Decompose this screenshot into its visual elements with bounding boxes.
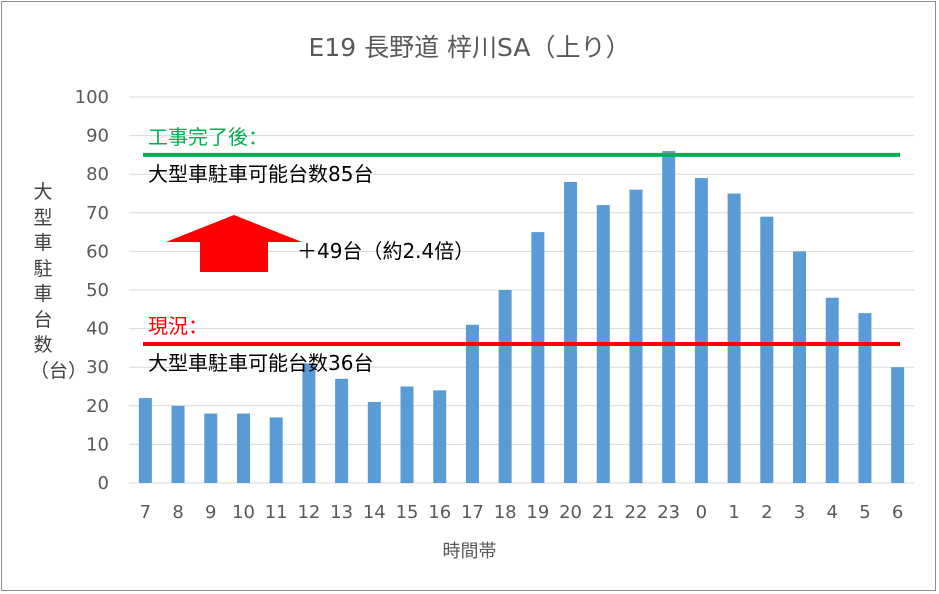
bar bbox=[825, 297, 839, 483]
bar bbox=[171, 405, 185, 483]
x-tick-label: 0 bbox=[696, 502, 707, 523]
y-tick-label: 0 bbox=[98, 473, 109, 494]
bar bbox=[204, 413, 218, 483]
y-tick-label: 100 bbox=[75, 87, 109, 108]
y-tick-label: 60 bbox=[86, 241, 109, 262]
x-tick-label: 8 bbox=[172, 502, 183, 523]
x-tick-label: 9 bbox=[205, 502, 216, 523]
y-tick-label: 70 bbox=[86, 203, 109, 224]
x-tick-label: 11 bbox=[265, 502, 288, 523]
bar bbox=[629, 189, 643, 483]
x-tick-label: 5 bbox=[859, 502, 870, 523]
x-tick-label: 13 bbox=[330, 502, 353, 523]
x-tick-label: 1 bbox=[728, 502, 739, 523]
increase-arrow-icon bbox=[166, 215, 302, 272]
bar bbox=[891, 367, 905, 483]
x-tick-label: 21 bbox=[592, 502, 615, 523]
bar bbox=[531, 232, 545, 483]
x-tick-label: 6 bbox=[892, 502, 903, 523]
x-tick-label: 2 bbox=[761, 502, 772, 523]
y-tick-label: 80 bbox=[86, 164, 109, 185]
x-tick-label: 7 bbox=[140, 502, 151, 523]
chart-title: E19 長野道 梓川SA（上り） bbox=[308, 33, 631, 62]
reference-line-heading: 現況： bbox=[148, 314, 208, 338]
bar bbox=[433, 390, 447, 483]
bar bbox=[400, 386, 414, 483]
bar bbox=[564, 181, 578, 484]
bar bbox=[269, 417, 283, 483]
reference-line-label: 大型車駐車可能台数36台 bbox=[148, 351, 373, 375]
bar bbox=[727, 193, 741, 483]
x-tick-label: 23 bbox=[657, 502, 680, 523]
x-tick-label: 22 bbox=[625, 502, 648, 523]
y-tick-label: 90 bbox=[86, 126, 109, 147]
x-axis-label: 時間帯 bbox=[442, 541, 497, 562]
increase-annotation: ＋49台（約2.4倍） bbox=[297, 239, 474, 263]
reference-line-heading: 工事完了後： bbox=[148, 125, 268, 149]
y-tick-label: 50 bbox=[86, 280, 109, 301]
bar bbox=[694, 178, 708, 483]
y-tick-label: 20 bbox=[86, 396, 109, 417]
bar bbox=[793, 251, 807, 483]
reference-line-label: 大型車駐車可能台数85台 bbox=[148, 162, 373, 186]
bar bbox=[236, 413, 250, 483]
x-tick-label: 10 bbox=[232, 502, 255, 523]
bar bbox=[662, 151, 676, 484]
bar bbox=[858, 313, 872, 483]
bar bbox=[465, 324, 479, 483]
bar bbox=[138, 398, 152, 483]
bar bbox=[302, 363, 316, 483]
x-tick-label: 15 bbox=[396, 502, 419, 523]
x-tick-label: 14 bbox=[363, 502, 386, 523]
bar bbox=[335, 378, 349, 483]
x-tick-label: 17 bbox=[461, 502, 484, 523]
x-tick-label: 16 bbox=[428, 502, 451, 523]
y-tick-label: 40 bbox=[86, 319, 109, 340]
x-tick-label: 3 bbox=[794, 502, 805, 523]
bar bbox=[498, 290, 512, 483]
x-tick-label: 12 bbox=[297, 502, 320, 523]
bar bbox=[760, 216, 774, 483]
bar bbox=[367, 401, 381, 483]
y-tick-label: 30 bbox=[86, 357, 109, 378]
x-tick-label: 20 bbox=[559, 502, 582, 523]
x-tick-label: 4 bbox=[827, 502, 838, 523]
y-tick-label: 10 bbox=[86, 434, 109, 455]
x-tick-label: 18 bbox=[494, 502, 517, 523]
x-tick-label: 19 bbox=[526, 502, 549, 523]
